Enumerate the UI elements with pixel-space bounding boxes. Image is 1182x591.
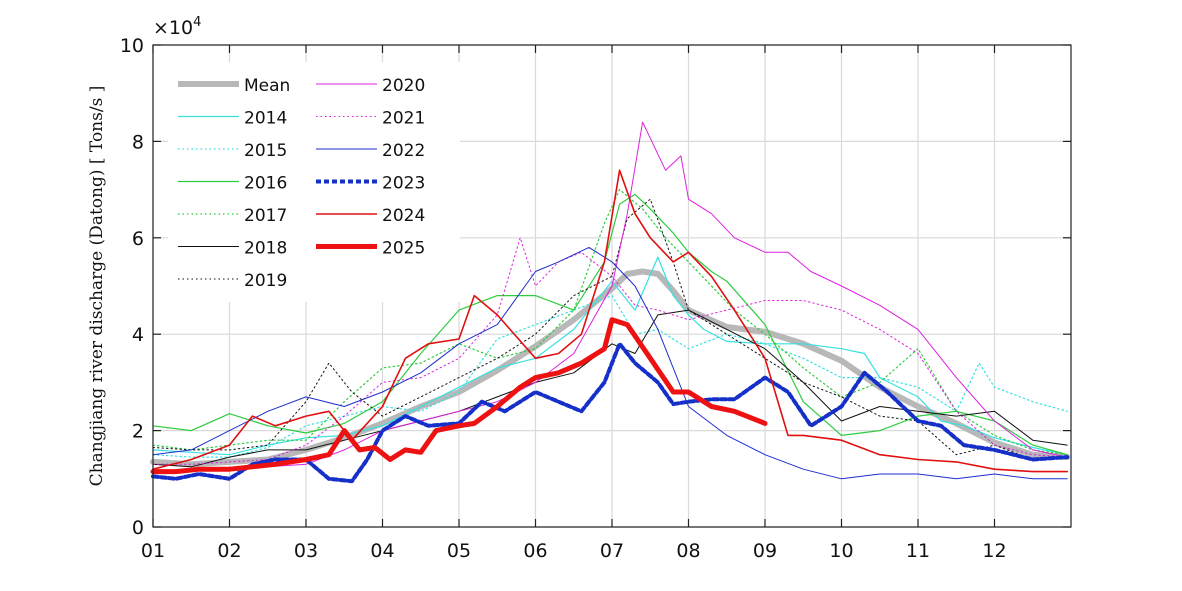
legend: Mean 2014 2015 2016 2017 2018 2019 2020 2021 2022… — [168, 62, 460, 302]
legend-label-2021: 2021 — [382, 109, 425, 129]
y-axis-label: Changjiang river discharge (Datong) [ To… — [87, 86, 107, 487]
x-tick-label: 04 — [370, 540, 394, 562]
series-line-2024 — [152, 169, 1068, 473]
y-tick-label: 0 — [132, 517, 144, 539]
legend-label-2019: 2019 — [244, 271, 287, 291]
x-tick-label: 01 — [141, 540, 165, 562]
series-line-2016 — [152, 193, 1068, 456]
y-axis-exponent: ×104 — [153, 15, 201, 39]
y-exponent-base: ×10 — [153, 17, 193, 39]
legend-label-mean: Mean — [244, 76, 290, 96]
legend-label-2020: 2020 — [382, 76, 425, 96]
legend-label-2018: 2018 — [244, 239, 287, 259]
x-tick-label: 09 — [753, 540, 777, 562]
x-tick-label: 02 — [217, 540, 241, 562]
legend-label-2016: 2016 — [244, 174, 287, 194]
y-exponent-power: 4 — [193, 15, 201, 30]
legend-label-2014: 2014 — [244, 109, 287, 129]
x-tick-label: 11 — [906, 540, 930, 562]
series-line-2025 — [150, 317, 768, 475]
y-tick-label: 2 — [132, 421, 144, 443]
x-tick-label: 07 — [600, 540, 624, 562]
legend-label-2022: 2022 — [382, 141, 425, 161]
x-tick-label: 05 — [447, 540, 471, 562]
x-tick-label: 03 — [294, 540, 318, 562]
x-tick-label: 12 — [982, 540, 1006, 562]
y-tick-label: 10 — [120, 35, 144, 57]
legend-label-2025: 2025 — [382, 239, 425, 259]
legend-label-2023: 2023 — [382, 174, 425, 194]
series-line-2020 — [152, 121, 1068, 473]
y-tick-label: 6 — [132, 228, 144, 250]
series-line-2021 — [152, 237, 1068, 465]
y-tick-label: 4 — [132, 324, 144, 346]
series-line-2017 — [152, 189, 1068, 456]
x-tick-label: 06 — [523, 540, 547, 562]
series-line-2023 — [151, 341, 1070, 484]
series-lines — [150, 121, 1071, 484]
x-tick-label: 10 — [829, 540, 853, 562]
x-tick-label: 08 — [676, 540, 700, 562]
legend-label-2015: 2015 — [244, 141, 287, 161]
series-line-mean — [150, 268, 1071, 468]
legend-label-2024: 2024 — [382, 206, 425, 226]
y-tick-label: 8 — [132, 131, 144, 153]
series-line-2022 — [152, 246, 1068, 480]
legend-label-2017: 2017 — [244, 206, 287, 226]
series-line-2014 — [152, 256, 1068, 456]
